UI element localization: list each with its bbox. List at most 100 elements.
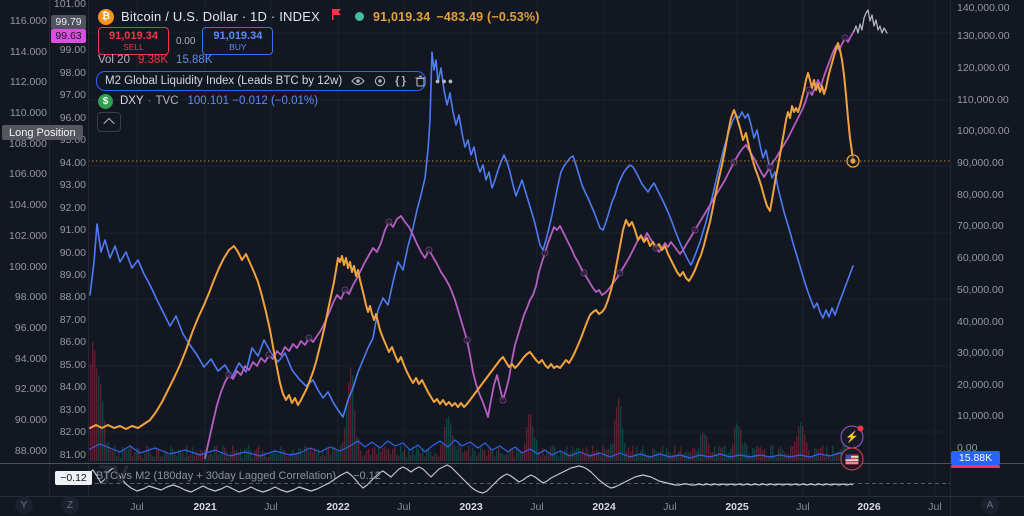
- scale-z-button[interactable]: Z: [61, 496, 79, 514]
- axis-tick-label: 108.000: [9, 138, 47, 150]
- m2-current-value-label: 99.63: [51, 29, 86, 43]
- time-axis-month-label: Jul: [530, 501, 544, 513]
- time-axis-month-label: Jul: [928, 501, 942, 513]
- symbol-quote-change: −483.49 (−0.53%): [436, 9, 540, 24]
- axis-tick-label: 97.00: [59, 89, 86, 101]
- axis-tick-label: 104.000: [9, 199, 47, 211]
- dxy-source: TVC: [155, 95, 179, 107]
- collapse-legend-button[interactable]: [97, 112, 121, 132]
- dxy-legend-row[interactable]: $ DXY · TVC 100.101 −0.012 (−0.01%): [98, 93, 318, 109]
- scale-y-button[interactable]: Y: [15, 496, 33, 514]
- buy-button[interactable]: 91,019.34 BUY: [202, 27, 274, 56]
- flash-event-icon[interactable]: ⚡: [840, 425, 864, 449]
- tradingview-watermark: TV: [99, 461, 129, 489]
- volume-legend-row[interactable]: Vol 20 9.38K 15.88K: [98, 53, 213, 67]
- scale-divider-right[interactable]: [950, 0, 951, 516]
- axis-tick-label: 120,000.00: [957, 62, 1010, 74]
- pane-separator[interactable]: [0, 463, 1024, 464]
- symbol-quote-last: 91,019.34: [372, 9, 431, 24]
- symbol-title[interactable]: Bitcoin / U.S. Dollar · 1D · INDEX: [121, 9, 320, 24]
- settings-icon[interactable]: [374, 75, 386, 87]
- axis-tick-label: 96.00: [59, 112, 86, 124]
- axis-tick-label: 96.000: [14, 322, 47, 334]
- axis-tick-label: 92.000: [14, 383, 47, 395]
- source-code-icon[interactable]: { }: [395, 74, 406, 87]
- axis-tick-label: 99.00: [59, 44, 86, 56]
- axis-tick-label: 91.00: [59, 224, 86, 236]
- axis-tick-label: 82.00: [59, 426, 86, 438]
- axis-tick-label: 80,000.00: [957, 189, 1004, 201]
- buy-price: 91,019.34: [213, 30, 263, 42]
- time-axis-separator: [0, 496, 1024, 497]
- scale-divider-inner[interactable]: [88, 0, 89, 497]
- axis-tick-label: 102.000: [9, 230, 47, 242]
- spread-value: 0.00: [175, 35, 196, 47]
- long-position-tooltip: Long Position: [2, 125, 83, 140]
- correlation-pane-canvas[interactable]: [88, 464, 950, 497]
- us-economic-event-icon[interactable]: [840, 447, 864, 471]
- flag-icon[interactable]: [330, 8, 343, 26]
- time-axis-month-label: Jul: [796, 501, 810, 513]
- axis-tick-label: 100,000.00: [957, 125, 1010, 137]
- axis-tick-label: 90.000: [14, 414, 47, 426]
- us-flag-icon: [845, 454, 859, 464]
- axis-tick-label: 101.00: [53, 0, 86, 10]
- axis-tick-label: 116.000: [9, 15, 47, 27]
- axis-tick-label: 60,000.00: [957, 252, 1004, 264]
- axis-tick-label: 140,000.00: [957, 2, 1010, 14]
- dxy-source-logo-icon: $: [98, 93, 113, 109]
- sell-price: 91,019.34: [109, 30, 158, 42]
- axis-tick-label: 81.00: [59, 449, 86, 461]
- time-axis-month-label: Jul: [397, 501, 411, 513]
- chevron-up-icon: [103, 117, 115, 130]
- time-axis-year-label: 2021: [193, 501, 217, 513]
- axis-tick-label: 98.00: [59, 67, 86, 79]
- dxy-quote: 100.101 −0.012 (−0.01%): [187, 95, 318, 107]
- axis-tick-label: 84.00: [59, 381, 86, 393]
- axis-tick-label: 50,000.00: [957, 284, 1004, 296]
- axis-tick-label: 100.000: [9, 261, 47, 273]
- axis-tick-label: 92.00: [59, 202, 86, 214]
- time-axis-month-label: Jul: [130, 501, 144, 513]
- scale-divider-left: [49, 0, 50, 497]
- axis-tick-label: 88.000: [14, 445, 47, 457]
- time-axis-year-label: 2025: [725, 501, 749, 513]
- sell-label: SELL: [123, 41, 144, 52]
- axis-tick-label: 110.000: [9, 107, 47, 119]
- time-axis-year-label: 2022: [326, 501, 350, 513]
- correlation-scale-label: −0.12: [55, 471, 92, 485]
- axis-tick-label: 30,000.00: [957, 347, 1004, 359]
- time-axis-month-label: Jul: [663, 501, 677, 513]
- trash-icon[interactable]: [415, 75, 426, 87]
- lightning-icon: ⚡: [845, 431, 859, 444]
- market-status-dot[interactable]: [354, 12, 364, 21]
- m2-future-value-label: 99.79: [51, 15, 86, 29]
- correlation-pane-title[interactable]: BTC vs M2 (180day + 30day Lagged Correla…: [96, 470, 381, 482]
- time-axis-month-label: Jul: [264, 501, 278, 513]
- axis-tick-label: 87.00: [59, 314, 86, 326]
- m2-indicator-title: M2 Global Liquidity Index (Leads BTC by …: [105, 75, 343, 87]
- trade-buttons-row: 91,019.34 SELL 0.00 91,019.34 BUY: [98, 27, 274, 56]
- m2-indicator-legend[interactable]: M2 Global Liquidity Index (Leads BTC by …: [96, 71, 453, 91]
- volume-ma-value-badge: 15.88K: [951, 451, 1000, 465]
- volume-ma-value: 15.88K: [176, 54, 213, 66]
- axis-tick-label: 94.00: [59, 157, 86, 169]
- more-options-icon[interactable]: ●●●: [434, 75, 455, 86]
- volume-value-badge-sliver: [951, 464, 1000, 468]
- time-axis-year-label: 2024: [592, 501, 616, 513]
- sell-button[interactable]: 91,019.34 SELL: [98, 27, 169, 56]
- axis-tick-label: 94.000: [14, 353, 47, 365]
- price-chart-canvas[interactable]: [88, 0, 950, 464]
- axis-tick-label: 98.000: [14, 291, 47, 303]
- symbol-legend-row[interactable]: ₿ Bitcoin / U.S. Dollar · 1D · INDEX 91,…: [98, 8, 540, 25]
- auto-scale-button[interactable]: A: [981, 496, 999, 514]
- eye-icon[interactable]: [351, 76, 365, 86]
- axis-tick-label: 90,000.00: [957, 157, 1004, 169]
- axis-tick-label: 10,000.00: [957, 410, 1004, 422]
- axis-tick-label: 85.00: [59, 359, 86, 371]
- correlation-current-value: −0.12: [353, 470, 381, 482]
- axis-tick-label: 90.00: [59, 247, 86, 259]
- axis-tick-label: 83.00: [59, 404, 86, 416]
- correlation-title-text: BTC vs M2 (180day + 30day Lagged Correla…: [96, 470, 336, 482]
- volume-title: Vol 20: [98, 54, 130, 66]
